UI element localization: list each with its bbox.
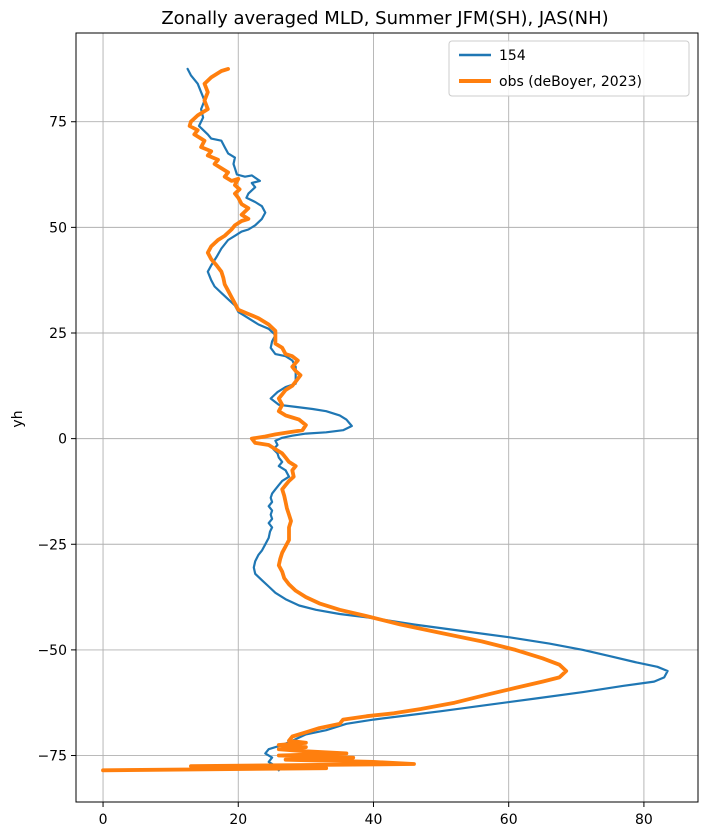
grid [76, 33, 698, 802]
legend: 154 obs (deBoyer, 2023) [448, 40, 690, 97]
y-tick-label: 50 [49, 220, 67, 236]
y-tick-label: −50 [37, 643, 67, 659]
tick-labels: 0 20 40 60 80 −75 −50 −25 0 25 50 75 [37, 115, 652, 828]
x-tick-label: 0 [99, 812, 108, 828]
series-line-154 [186, 67, 669, 772]
series-line-obs [101, 67, 569, 773]
x-tick-label: 60 [500, 812, 518, 828]
y-tick-label: −25 [37, 537, 67, 553]
plot-lines [101, 67, 669, 773]
x-tick-label: 20 [229, 812, 247, 828]
y-tick-label: 0 [58, 432, 67, 448]
legend-label-obs: obs (deBoyer, 2023) [499, 74, 642, 90]
chart-title: Zonally averaged MLD, Summer JFM(SH), JA… [161, 8, 608, 29]
legend-label-154: 154 [499, 48, 526, 64]
y-tick-label: −75 [37, 749, 67, 765]
legend-box [448, 40, 690, 97]
y-tick-label: 25 [49, 326, 67, 342]
x-tick-label: 40 [365, 812, 383, 828]
y-axis-label: yh [10, 410, 26, 427]
x-tick-label: 80 [635, 812, 653, 828]
plot-frame [75, 32, 699, 803]
y-tick-label: 75 [49, 115, 67, 131]
